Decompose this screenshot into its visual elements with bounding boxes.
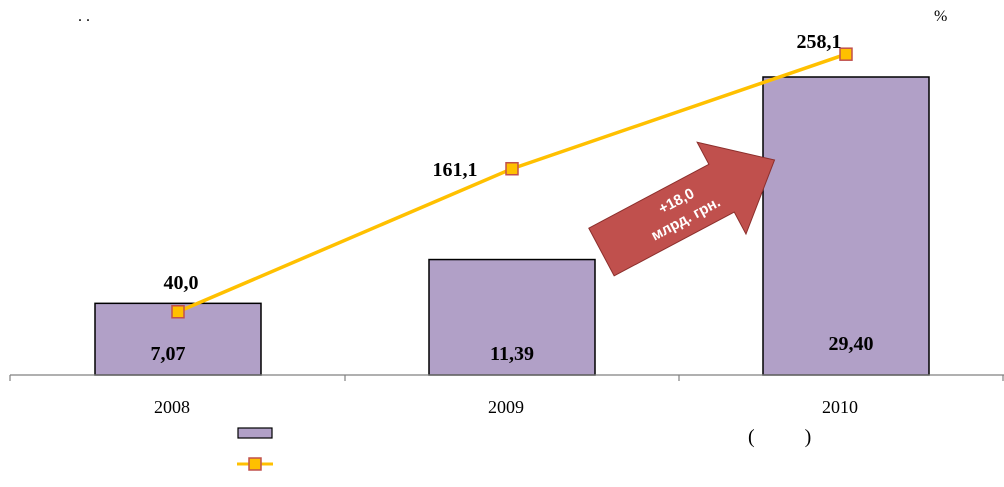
- tick-label-2009: 2009: [488, 397, 524, 417]
- bar-2009: [428, 258, 596, 376]
- line-point-2008: [171, 305, 185, 319]
- line-group: [171, 47, 853, 319]
- bar-label-2008: 7,07: [151, 343, 186, 365]
- arrow-polygon: [588, 141, 776, 277]
- tick-label-2008: 2008: [154, 397, 190, 417]
- bar-label-2009: 11,39: [490, 343, 534, 365]
- labels-group: 7,07 11,39 29,40 40,0 161,1 258,1: [151, 31, 874, 365]
- legend: [237, 427, 273, 471]
- line-label-2010: 258,1: [797, 31, 842, 53]
- legend-bar-swatch: [237, 427, 273, 439]
- line-point-2010: [839, 47, 853, 61]
- line-label-2009: 161,1: [433, 159, 478, 181]
- bars-group: [94, 76, 930, 376]
- legend-paren-text: ( ): [748, 426, 812, 448]
- bar-label-2010: 29,40: [829, 333, 874, 355]
- tick-label-2010: 2010: [822, 397, 858, 417]
- bar-2010: [762, 76, 930, 376]
- header-dots: . .: [78, 8, 90, 25]
- line-label-2008: 40,0: [164, 272, 199, 294]
- legend-line-marker: [248, 457, 262, 471]
- line-point-2009: [505, 161, 519, 176]
- x-axis: 2008 2009 2010: [9, 374, 1004, 417]
- unit-label: %: [934, 8, 948, 25]
